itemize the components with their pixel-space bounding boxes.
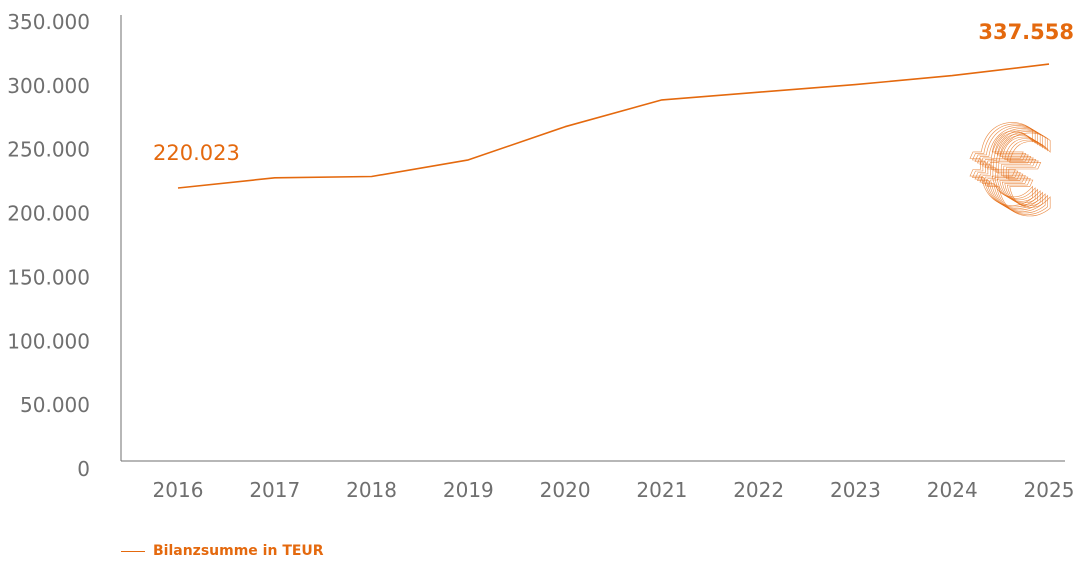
euro-sign-icon-stroke: € xyxy=(983,110,1053,238)
euro-sign-icon: €€€€€€€€ xyxy=(970,102,1058,241)
y-tick-label: 350.000 xyxy=(7,10,90,34)
euro-sign-icon-stroke: € xyxy=(978,107,1048,235)
x-tick-label: 2023 xyxy=(830,478,881,502)
euro-sign-icon-stroke: € xyxy=(985,111,1055,239)
x-tick-label: 2016 xyxy=(153,478,204,502)
y-tick-label: 300.000 xyxy=(7,74,90,98)
legend: Bilanzsumme in TEUR xyxy=(121,543,324,559)
y-tick-label: 150.000 xyxy=(7,265,90,289)
series-line xyxy=(177,63,1050,189)
series-layer xyxy=(177,63,1050,189)
x-tick-label: 2018 xyxy=(346,478,397,502)
x-axis: 2016 2017 2018 2019 2020 2021 2022 2023 2024 2025 xyxy=(121,460,1075,502)
euro-sign-icon-stroke: € xyxy=(975,105,1045,233)
euro-sign-icon-stroke: € xyxy=(988,113,1058,241)
euro-sign-icon-stroke: € xyxy=(970,102,1040,230)
x-tick-label: 2019 xyxy=(443,478,494,502)
y-tick-label: 250.000 xyxy=(7,138,90,162)
euro-sign-icon-stroke: € xyxy=(980,108,1050,236)
y-tick-label: 50.000 xyxy=(20,393,90,417)
x-tick-label: 2022 xyxy=(733,478,784,502)
y-tick-label: 0 xyxy=(77,457,90,481)
annotations: 220.023 337.558 xyxy=(153,20,1074,165)
euro-sign-icon-stroke: € xyxy=(973,104,1043,232)
x-tick-label: 2025 xyxy=(1024,478,1075,502)
y-tick-label: 100.000 xyxy=(7,329,90,353)
x-tick-label: 2017 xyxy=(249,478,300,502)
legend-line-swatch xyxy=(121,550,145,552)
y-axis: 0 50.000 100.000 150.000 200.000 250.000 300.0… xyxy=(7,10,122,481)
x-tick-label: 2020 xyxy=(540,478,591,502)
y-tick-label: 200.000 xyxy=(7,202,90,226)
legend-label: Bilanzsumme in TEUR xyxy=(153,543,324,559)
data-label: 220.023 xyxy=(153,141,240,165)
data-label: 337.558 xyxy=(978,20,1074,44)
x-tick-label: 2021 xyxy=(636,478,687,502)
x-tick-label: 2024 xyxy=(927,478,978,502)
